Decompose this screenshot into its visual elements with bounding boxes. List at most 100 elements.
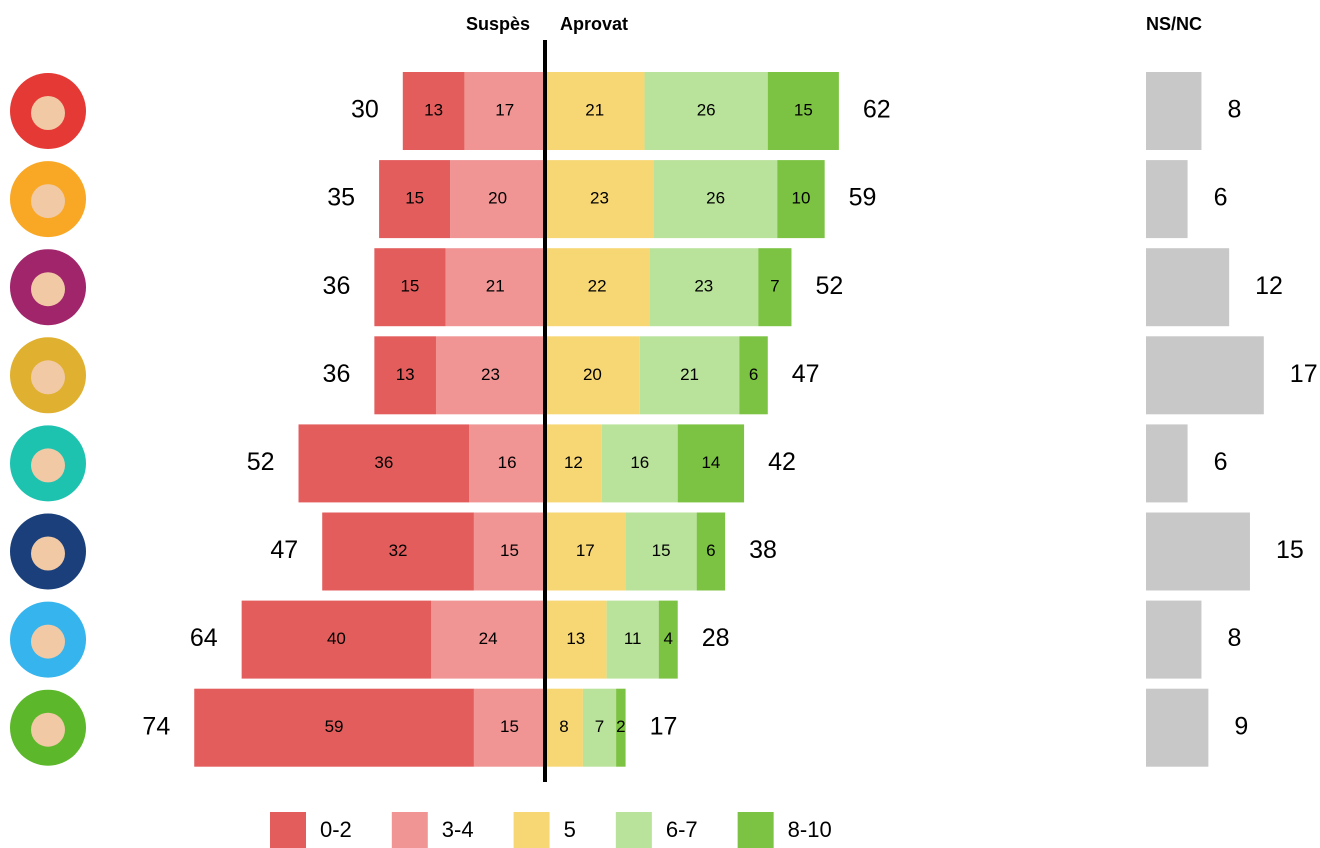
- bar-segment: [469, 424, 545, 503]
- segment-label: 6: [706, 541, 715, 560]
- segment-label: 7: [595, 717, 604, 736]
- bar-segment: [545, 424, 602, 503]
- bar-segment: [374, 336, 436, 415]
- legend-swatch: [391, 812, 428, 848]
- left-total: 35: [327, 184, 355, 212]
- legend-label: 5: [564, 817, 576, 842]
- bar-segment: [625, 512, 697, 591]
- bar-segment: [677, 424, 745, 503]
- ns-nc-label: 8: [1227, 96, 1241, 124]
- legend-label: 8-10: [788, 817, 832, 842]
- portrait-face: [31, 184, 65, 219]
- portrait-face: [31, 272, 65, 307]
- left-total: 52: [247, 448, 275, 476]
- left-total: 36: [323, 360, 351, 388]
- segment-label: 15: [405, 189, 424, 208]
- segment-label: 22: [588, 277, 607, 296]
- segment-label: 21: [680, 365, 699, 384]
- right-total: 62: [863, 96, 891, 124]
- bar-segment: [616, 688, 626, 767]
- segment-label: 40: [327, 629, 346, 648]
- right-total: 59: [849, 184, 877, 212]
- legend-label: 6-7: [666, 817, 698, 842]
- left-total: 30: [351, 96, 379, 124]
- ns-nc-bar: [1146, 336, 1264, 415]
- ns-nc-bar: [1146, 600, 1202, 679]
- bar-segment: [545, 248, 650, 327]
- left-header: Suspès: [466, 14, 530, 34]
- bar-segment: [658, 600, 678, 679]
- bar-segment: [758, 248, 792, 327]
- bar-segment: [545, 160, 655, 239]
- segment-label: 2: [616, 717, 625, 736]
- bar-segment: [435, 336, 545, 415]
- segment-label: 7: [770, 277, 779, 296]
- segment-label: 20: [488, 189, 507, 208]
- portrait-face: [31, 360, 65, 395]
- left-total: 47: [270, 536, 298, 564]
- bar-segment: [445, 248, 545, 327]
- portrait-face: [31, 96, 65, 130]
- bar-segment: [639, 336, 740, 415]
- segment-label: 23: [694, 277, 713, 296]
- portrait-face: [31, 712, 65, 747]
- bar-segment: [374, 248, 446, 327]
- segment-label: 26: [697, 100, 716, 119]
- right-total: 28: [702, 624, 730, 652]
- segment-label: 23: [590, 189, 609, 208]
- bar-segment: [545, 336, 640, 415]
- portrait-face: [31, 448, 65, 483]
- bar-segment: [644, 72, 768, 150]
- ns-nc-label: 15: [1276, 536, 1304, 564]
- legend-swatch: [270, 812, 306, 848]
- bar-segment: [545, 72, 645, 150]
- right-total: 38: [749, 536, 777, 564]
- segment-label: 26: [706, 189, 725, 208]
- segment-label: 15: [400, 277, 419, 296]
- left-total: 36: [323, 272, 351, 300]
- segment-label: 15: [500, 717, 519, 736]
- segment-label: 17: [576, 541, 595, 560]
- ns-nc-bar: [1146, 160, 1188, 239]
- segment-label: 24: [479, 629, 498, 648]
- bar-segment: [298, 424, 470, 503]
- bar-segment: [654, 160, 778, 239]
- portrait-face: [31, 536, 65, 571]
- bar-segment: [194, 688, 474, 767]
- bar-segment: [322, 512, 474, 591]
- right-total: 47: [792, 360, 820, 388]
- left-total: 64: [190, 624, 218, 652]
- bar-segment: [767, 72, 839, 150]
- ns-nc-header: NS/NC: [1146, 14, 1202, 34]
- segment-label: 15: [794, 100, 813, 119]
- segment-label: 20: [583, 365, 602, 384]
- bar-segment: [696, 512, 726, 591]
- bar-segment: [473, 688, 545, 767]
- segment-label: 21: [585, 100, 604, 119]
- segment-label: 15: [500, 541, 519, 560]
- segment-label: 15: [652, 541, 671, 560]
- bar-segment: [606, 600, 659, 679]
- ns-nc-label: 6: [1214, 184, 1228, 212]
- right-total: 17: [650, 712, 678, 740]
- segment-label: 14: [701, 453, 720, 472]
- bar-segment: [649, 248, 759, 327]
- ns-nc-label: 9: [1234, 712, 1248, 740]
- segment-label: 10: [791, 189, 810, 208]
- bar-segment: [379, 160, 451, 239]
- segment-label: 59: [325, 717, 344, 736]
- segment-label: 8: [559, 717, 568, 736]
- left-total: 74: [142, 712, 170, 740]
- bar-segment: [402, 72, 465, 150]
- segment-label: 6: [749, 365, 758, 384]
- ns-nc-bar: [1146, 424, 1188, 503]
- segment-label: 4: [664, 629, 673, 648]
- segment-label: 17: [495, 100, 514, 119]
- portrait-face: [31, 624, 65, 659]
- segment-label: 36: [374, 453, 393, 472]
- ns-nc-bar: [1146, 72, 1202, 150]
- bar-segment: [545, 688, 583, 767]
- ns-nc-bar: [1146, 512, 1250, 591]
- bar-segment: [431, 600, 545, 679]
